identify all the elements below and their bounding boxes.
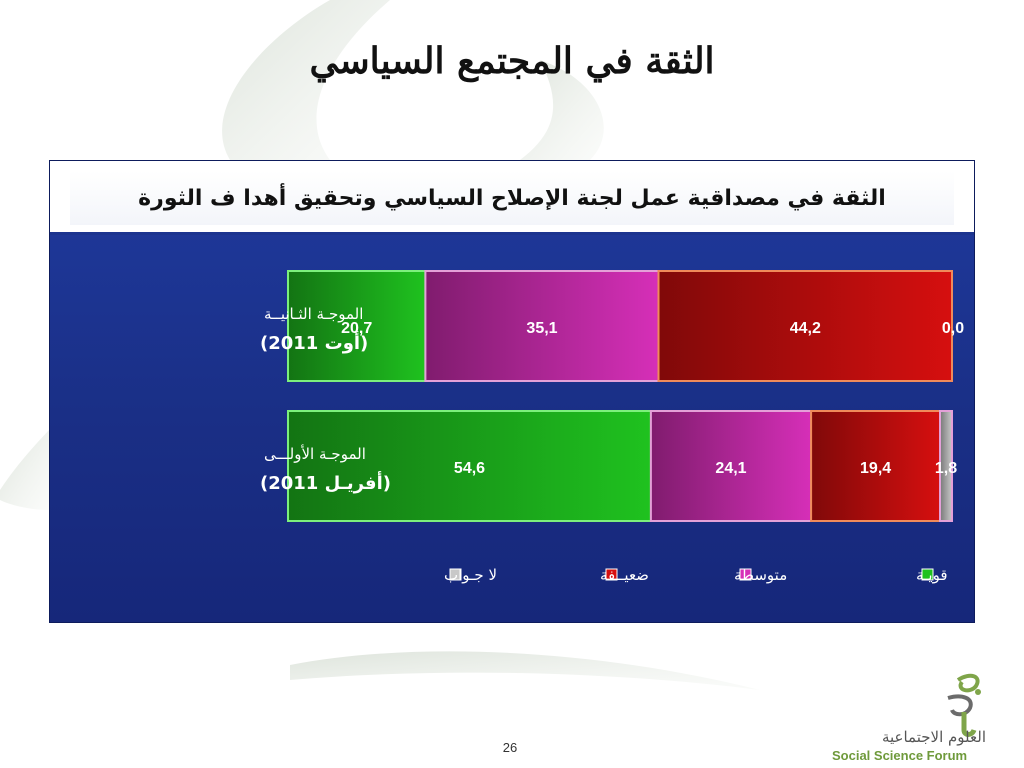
data-label-weak-row-2: 19,4 — [860, 460, 891, 477]
legend-label-noanswer: لا جـواب — [444, 566, 497, 584]
stacked-bar-chart: 20,7 35,1 44,2 0,0 الموجـة الثـانيــة (أوت 20… — [260, 270, 964, 584]
slide-title: الثقة في المجتمع السياسي — [309, 40, 715, 82]
data-label-medium-row-1: 35,1 — [526, 320, 557, 337]
legend-swatch-noanswer — [449, 568, 462, 581]
data-label-noanswer-row-2: 1,8 — [935, 460, 957, 477]
legend-swatch-weak — [605, 568, 618, 581]
bar-medium-row-2 — [649, 410, 813, 522]
legend-label-medium: متوسطة — [734, 566, 787, 584]
chart-title: الثقة في مصداقية عمل لجنة الإصلاح السياس… — [70, 171, 954, 225]
category-sublabel-row-1: (أوت 2011) — [260, 331, 368, 354]
logo-english-text: Social Science Forum — [832, 748, 968, 763]
logo-arabic-text: العلوم الاجتماعية — [881, 728, 986, 746]
page-number: 26 — [502, 740, 518, 755]
legend-swatch-strong — [921, 568, 934, 581]
category-label-row-2: الموجـة الأولـــى — [264, 444, 366, 463]
bar-noanswer-row-2 — [939, 410, 953, 522]
legend-swatch-medium — [739, 568, 752, 581]
legend-label-weak: ضعيــفة — [600, 566, 649, 584]
bar-strong-row-2 — [287, 410, 652, 522]
data-label-strong-row-1: 20,7 — [341, 320, 372, 337]
data-label-medium-row-2: 24,1 — [715, 460, 746, 477]
data-label-noanswer-row-1: 0,0 — [942, 320, 964, 337]
chart-header: الثقة في مصداقية عمل لجنة الإصلاح السياس… — [50, 161, 974, 235]
logo-emblem-icon — [947, 673, 981, 737]
bar-weak-row-2 — [810, 410, 941, 522]
data-label-strong-row-2: 54,6 — [454, 460, 485, 477]
social-science-forum-logo: العلوم الاجتماعية Social Science Forum — [830, 668, 1020, 768]
data-label-weak-row-1: 44,2 — [790, 320, 821, 337]
category-label-row-1: الموجـة الثـانيــة — [264, 305, 363, 323]
chart-panel: الثقة في مصداقية عمل لجنة الإصلاح السياس… — [49, 160, 975, 623]
legend-label-strong: قويـة — [916, 566, 948, 584]
category-sublabel-row-2: (أفريـل 2011) — [260, 471, 391, 494]
bar-strong-row-1 — [287, 270, 427, 382]
bar-weak-row-1 — [657, 270, 953, 382]
